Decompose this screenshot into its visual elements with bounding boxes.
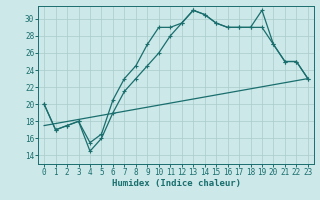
X-axis label: Humidex (Indice chaleur): Humidex (Indice chaleur)	[111, 179, 241, 188]
